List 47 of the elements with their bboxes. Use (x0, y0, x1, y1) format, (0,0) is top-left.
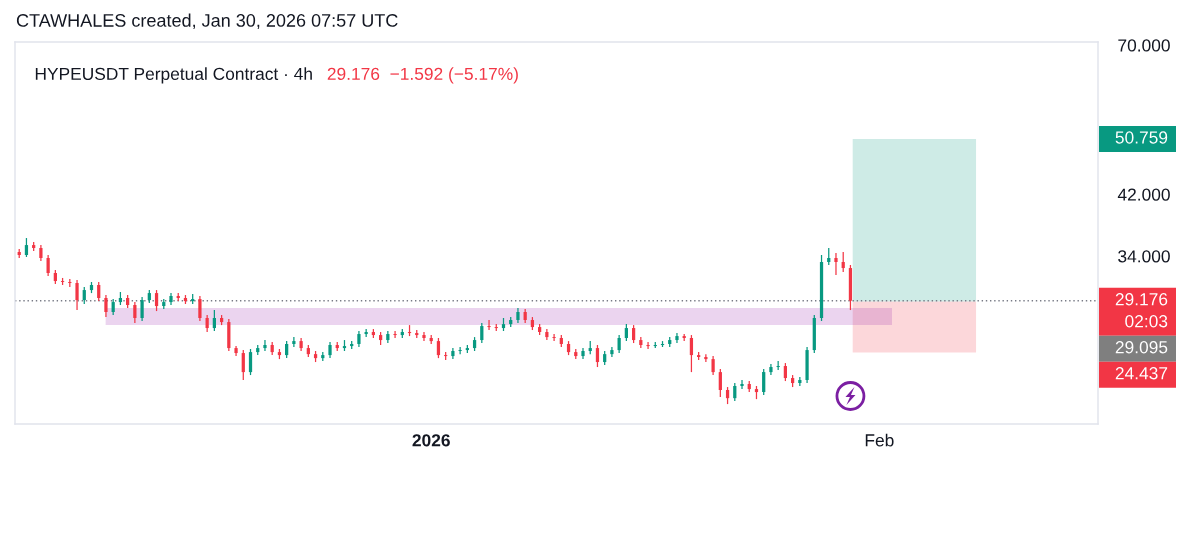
x-tick-label: 2026 (412, 434, 450, 447)
candlestick (154, 289, 159, 312)
text: CTAWHALES created, Jan 30, 2026 07:57 UTC (16, 13, 398, 29)
candlestick (487, 319, 491, 331)
y-tick-label: 34.000 (1118, 250, 1170, 263)
candlestick (133, 301, 137, 324)
candlestick (263, 339, 267, 352)
candlestick (75, 279, 79, 311)
text: 29.176 −1.592 (−5.17%) (327, 67, 518, 84)
candlestick (480, 322, 484, 344)
text: 29.095 (1115, 341, 1168, 354)
candlestick (198, 295, 202, 322)
candlestick (458, 346, 462, 355)
candlestick (140, 296, 144, 322)
candlestick (740, 379, 744, 390)
candlestick (422, 331, 426, 342)
candlestick (97, 281, 101, 302)
candlestick (292, 336, 296, 348)
candlestick (104, 294, 108, 318)
y-tick-label: 70.000 (1118, 39, 1170, 52)
y-tick-label: 42.000 (1117, 188, 1170, 201)
x-tick-label: Feb (865, 433, 894, 447)
candlestick (248, 348, 253, 376)
candlestick (393, 330, 397, 339)
candlestick (241, 349, 245, 381)
candlestick (689, 334, 694, 373)
ref-line-label: 29.176 02:03 (1115, 293, 1168, 328)
candlestick (704, 353, 708, 363)
candlestick (733, 382, 737, 402)
candlestick (834, 252, 838, 276)
candlestick (212, 309, 216, 332)
candlestick (24, 237, 29, 258)
candlestick (595, 344, 600, 368)
candlestick (436, 337, 441, 359)
text: 50.759 (1115, 131, 1168, 144)
candlestick (711, 355, 715, 376)
candlestick (718, 368, 722, 398)
candlestick (552, 333, 556, 342)
candlestick (675, 332, 679, 344)
text: 24.437 (1115, 367, 1168, 380)
candlestick (783, 362, 788, 382)
candlestick (762, 368, 766, 396)
candlestick (46, 254, 50, 277)
candlestick (841, 251, 845, 273)
candlestick (646, 341, 650, 350)
text: HYPEUSDT Perpetual Contract · 4h (35, 67, 312, 84)
candlestick (610, 346, 614, 358)
